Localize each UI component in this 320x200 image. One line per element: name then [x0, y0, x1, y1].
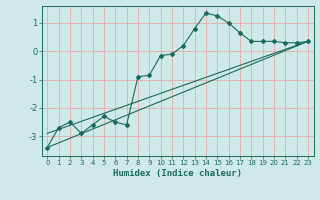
X-axis label: Humidex (Indice chaleur): Humidex (Indice chaleur) — [113, 169, 242, 178]
